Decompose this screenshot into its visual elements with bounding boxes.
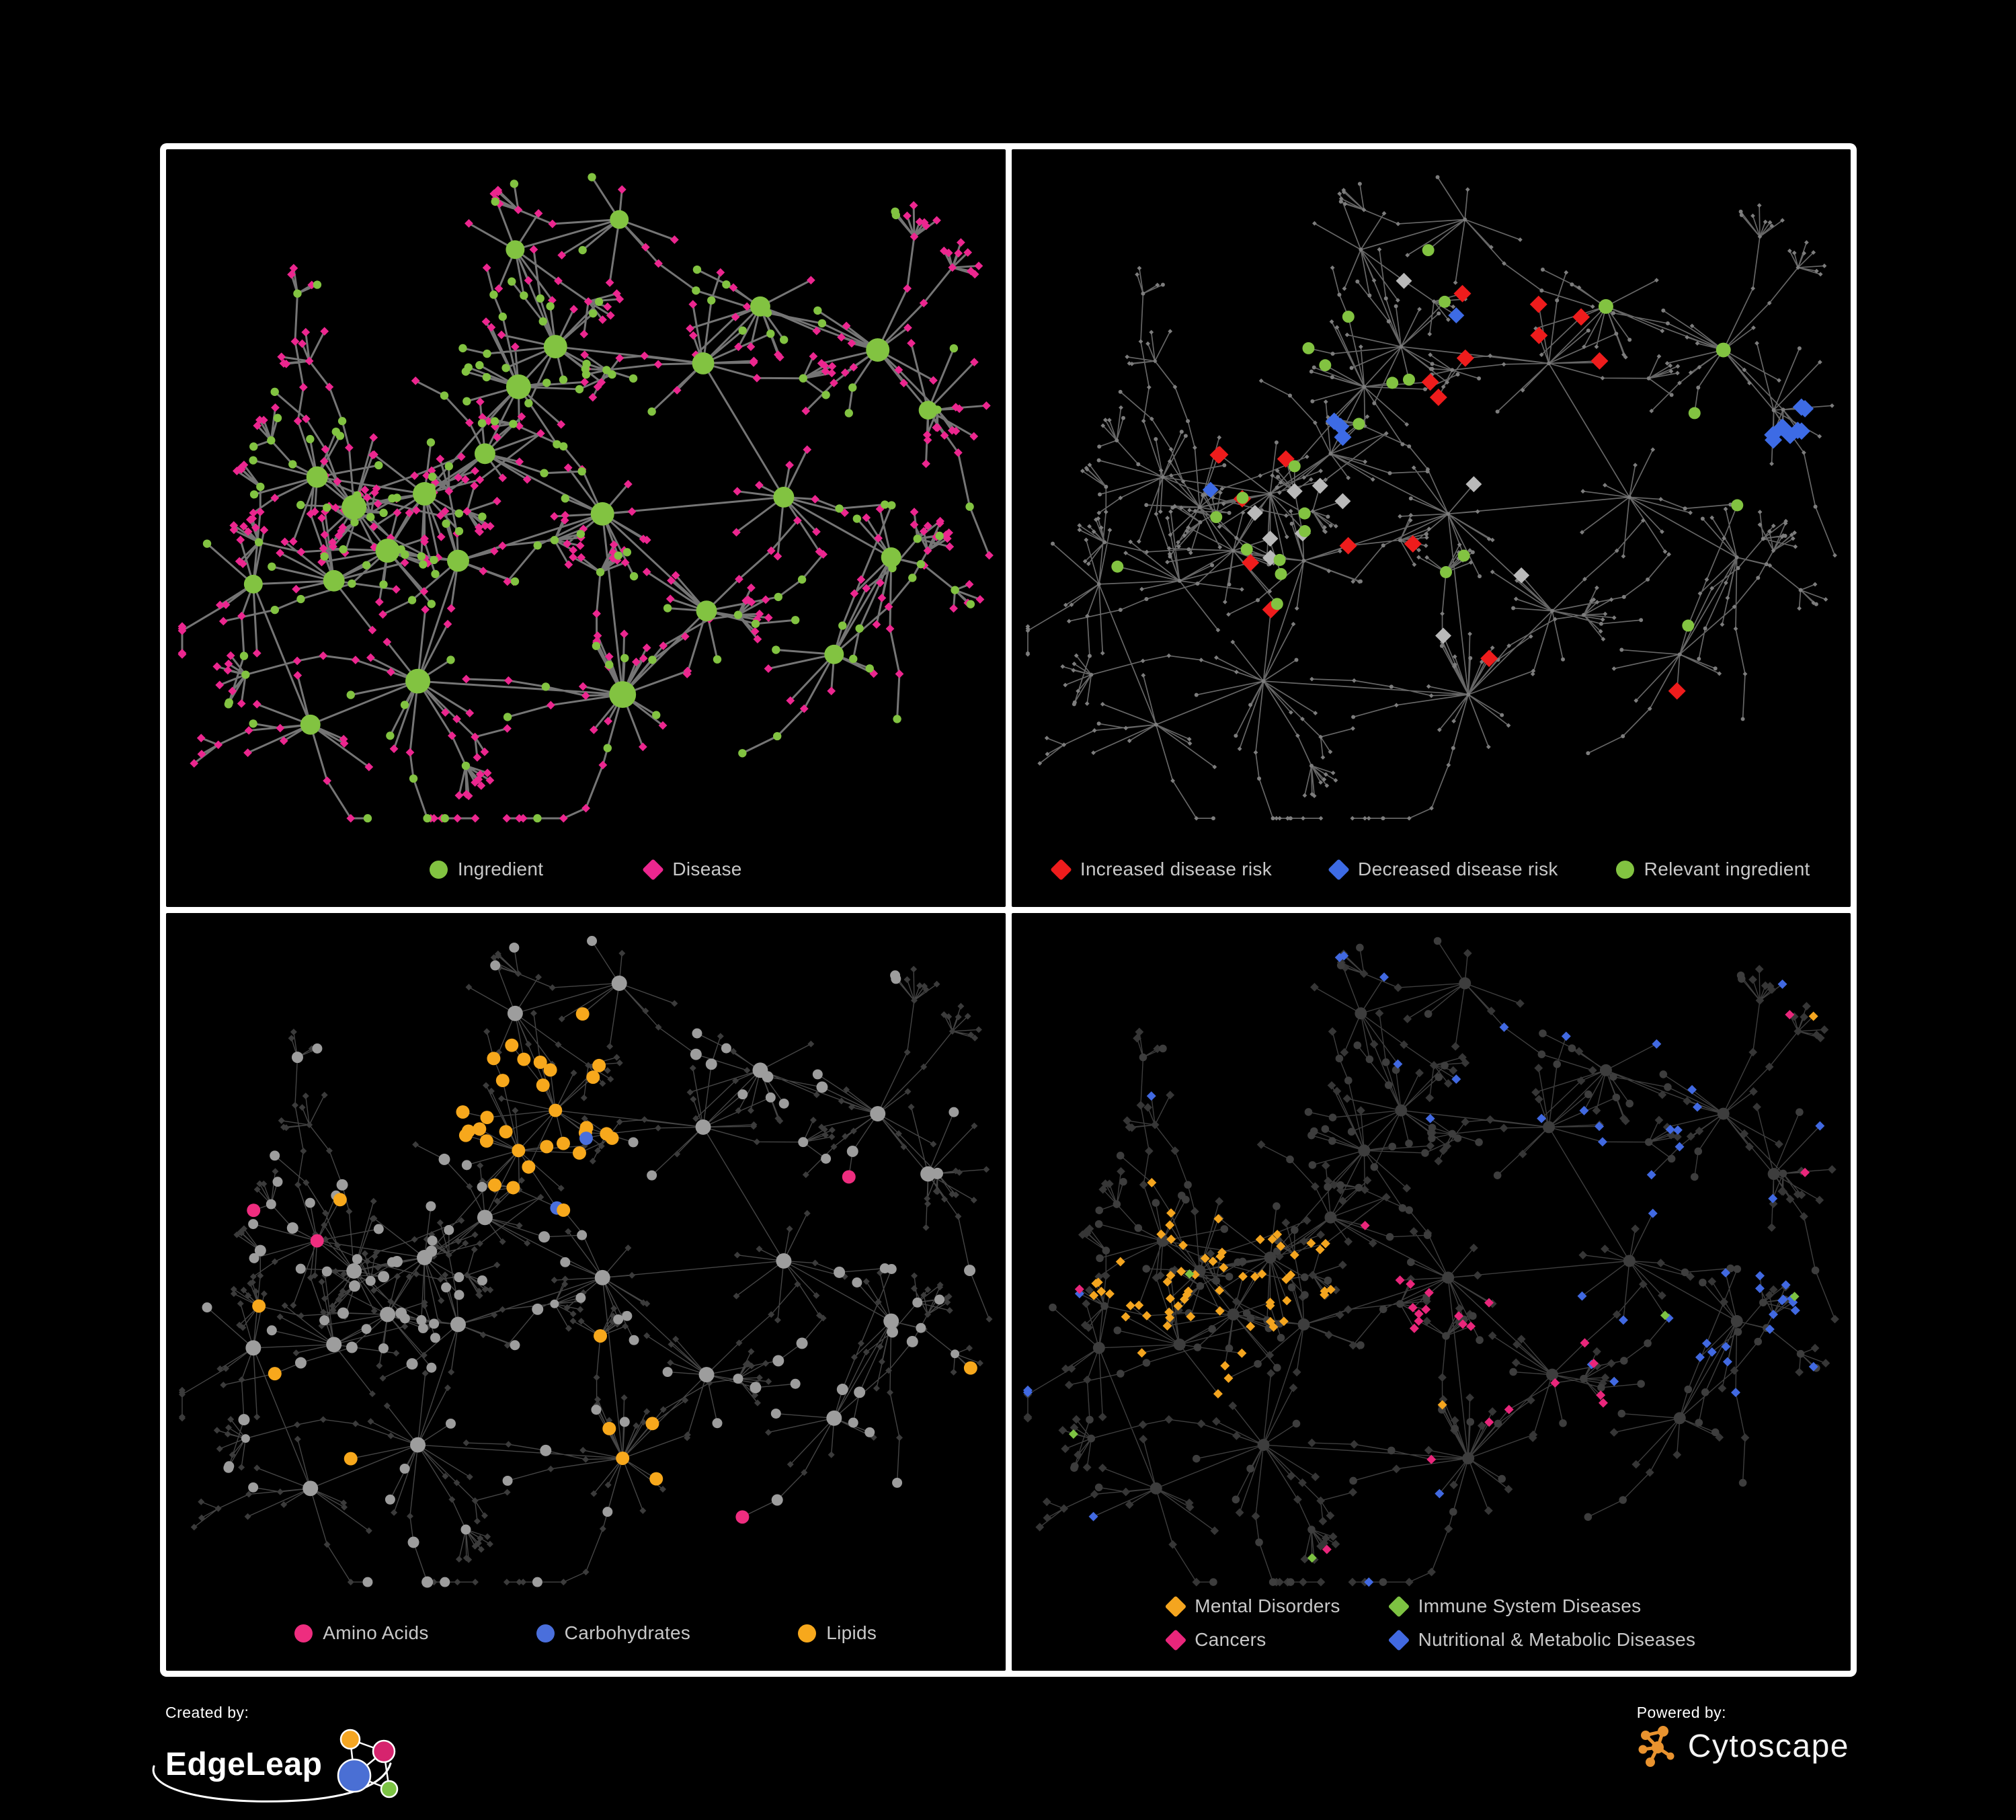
amino-acids-circle-marker [294, 1624, 313, 1643]
disease-class-network-graph [1022, 937, 1839, 1587]
ingredient-disease-network-graph [177, 173, 994, 823]
legend-label: Nutritional & Metabolic Diseases [1418, 1629, 1696, 1650]
legend-disease-risk: Increased disease risk Decreased disease… [1012, 858, 1851, 881]
legend-label: Cancers [1195, 1629, 1266, 1650]
panel-nutrient-classes: Amino Acids Carbohydrates Lipids [166, 913, 1006, 1671]
legend-item-disease: Disease [642, 858, 742, 881]
legend-ingredient-disease: Ingredient Disease [166, 858, 1006, 881]
relevant-ingredient-circle-marker [1615, 860, 1634, 879]
legend-nutrient-classes: Amino Acids Carbohydrates Lipids [166, 1622, 1006, 1644]
carbohydrates-circle-marker [536, 1624, 555, 1643]
mental-disorders-diamond-marker [1164, 1595, 1186, 1618]
panel-disease-classes: Mental Disorders Immune System Diseases … [1011, 913, 1851, 1671]
legend-label: Ingredient [457, 859, 544, 879]
legend-label: Increased disease risk [1080, 859, 1273, 879]
cytoscape-logo-icon [1638, 1726, 1675, 1767]
four-panel-network-grid: Ingredient Disease Increased disease ris… [160, 143, 1857, 1677]
legend-label: Mental Disorders [1195, 1595, 1340, 1616]
decreased-risk-diamond-marker [1328, 858, 1350, 881]
edgeleap-orange-node [340, 1729, 361, 1750]
disease-risk-network-graph [1025, 175, 1837, 821]
legend-item-relevant-ingredient: Relevant ingredient [1615, 859, 1810, 880]
legend-item-cancers: Cancers [1164, 1628, 1340, 1651]
edgeleap-green-node [380, 1780, 399, 1798]
legend-item-decreased-risk: Decreased disease risk [1328, 858, 1558, 881]
immune-diseases-diamond-marker [1387, 1595, 1410, 1618]
legend-item-ingredient: Ingredient [429, 859, 544, 880]
cytoscape-credit: Powered by: Cytoscape [1637, 1704, 1849, 1768]
lipids-circle-marker [798, 1624, 817, 1643]
legend-item-amino-acids: Amino Acids [294, 1622, 428, 1644]
legend-item-mental-disorders: Mental Disorders [1164, 1595, 1340, 1618]
legend-label: Carbohydrates [564, 1622, 691, 1643]
nutritional-metabolic-diamond-marker [1387, 1628, 1410, 1651]
edgeleap-wordmark: EdgeLeap [165, 1746, 323, 1782]
created-by-label: Created by: [165, 1704, 249, 1721]
legend-item-increased-risk: Increased disease risk [1050, 858, 1273, 881]
panel-ingredient-disease: Ingredient Disease [166, 149, 1006, 907]
legend-label: Decreased disease risk [1358, 859, 1558, 879]
legend-label: Lipids [826, 1622, 877, 1643]
edgeleap-blue-node [337, 1758, 372, 1793]
edgeleap-credit: Created by: EdgeLeap [153, 1704, 409, 1804]
legend-item-immune-system-diseases: Immune System Diseases [1387, 1595, 1696, 1618]
cytoscape-wordmark: Cytoscape [1687, 1728, 1849, 1764]
edgeleap-pink-node [372, 1739, 396, 1764]
cancers-diamond-marker [1164, 1628, 1186, 1651]
nutrient-class-network-graph [178, 936, 993, 1588]
legend-label: Amino Acids [323, 1622, 429, 1643]
legend-label: Immune System Diseases [1418, 1595, 1642, 1616]
legend-item-carbohydrates: Carbohydrates [536, 1622, 691, 1644]
legend-item-lipids: Lipids [798, 1622, 877, 1644]
legend-label: Relevant ingredient [1644, 859, 1810, 879]
legend-label: Disease [672, 859, 742, 879]
panel-disease-risk: Increased disease risk Decreased disease… [1011, 149, 1851, 907]
increased-risk-diamond-marker [1050, 858, 1072, 881]
legend-disease-classes: Mental Disorders Immune System Diseases … [1164, 1595, 1696, 1651]
edgeleap-logo-icon [153, 1729, 399, 1803]
powered-by-label: Powered by: [1636, 1704, 1727, 1721]
disease-diamond-marker [642, 858, 665, 881]
legend-item-nutritional-metabolic-diseases: Nutritional & Metabolic Diseases [1387, 1628, 1696, 1651]
ingredient-circle-marker [429, 860, 448, 879]
